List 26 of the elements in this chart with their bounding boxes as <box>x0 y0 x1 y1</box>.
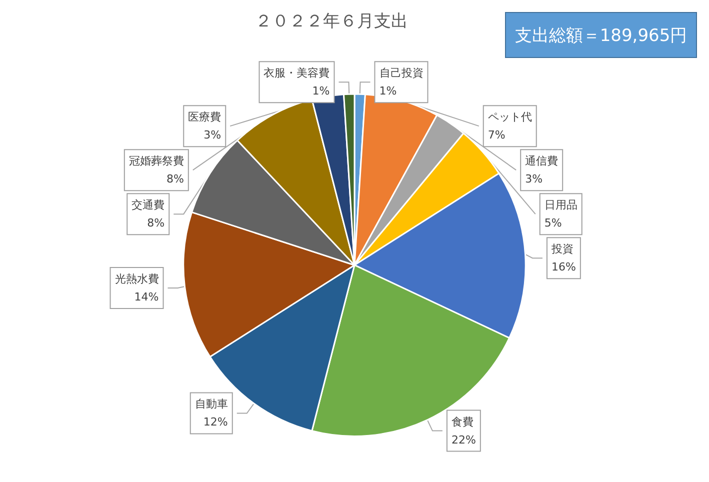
slice-label: 光熱水費 <box>114 272 159 286</box>
data-label: 12% <box>203 416 228 429</box>
data-label: 8% <box>166 172 184 186</box>
slice-label: 食費 <box>451 415 474 428</box>
data-label: 7% <box>488 128 506 142</box>
text: 支出総額＝189,965円 <box>505 12 697 58</box>
slice-label: 交通費 <box>132 198 165 212</box>
data-label: 8% <box>147 216 165 230</box>
data-label: 3% <box>525 172 543 186</box>
data-label: 1% <box>312 84 330 98</box>
slice-label: 衣服・美容費 <box>264 66 330 80</box>
slice-label: 自動車 <box>194 398 228 411</box>
data-label: 1% <box>379 84 397 98</box>
slice-label: ペット代 <box>488 110 532 124</box>
slice-label: 日用品 <box>544 198 578 212</box>
slice-label: 通信費 <box>525 154 558 168</box>
data-label: 5% <box>544 216 562 230</box>
slice-label: 医療費 <box>188 110 222 124</box>
data-label: 3% <box>204 128 222 142</box>
slice-label: 自己投資 <box>379 66 424 80</box>
data-label: 22% <box>451 433 476 446</box>
slice-label: 投資 <box>550 242 574 256</box>
chart-title: ２０２２年６月支出 <box>255 12 408 32</box>
data-label: 14% <box>134 290 159 304</box>
data-label: 16% <box>551 260 576 274</box>
slice-label: 冠婚葬祭費 <box>128 154 184 168</box>
